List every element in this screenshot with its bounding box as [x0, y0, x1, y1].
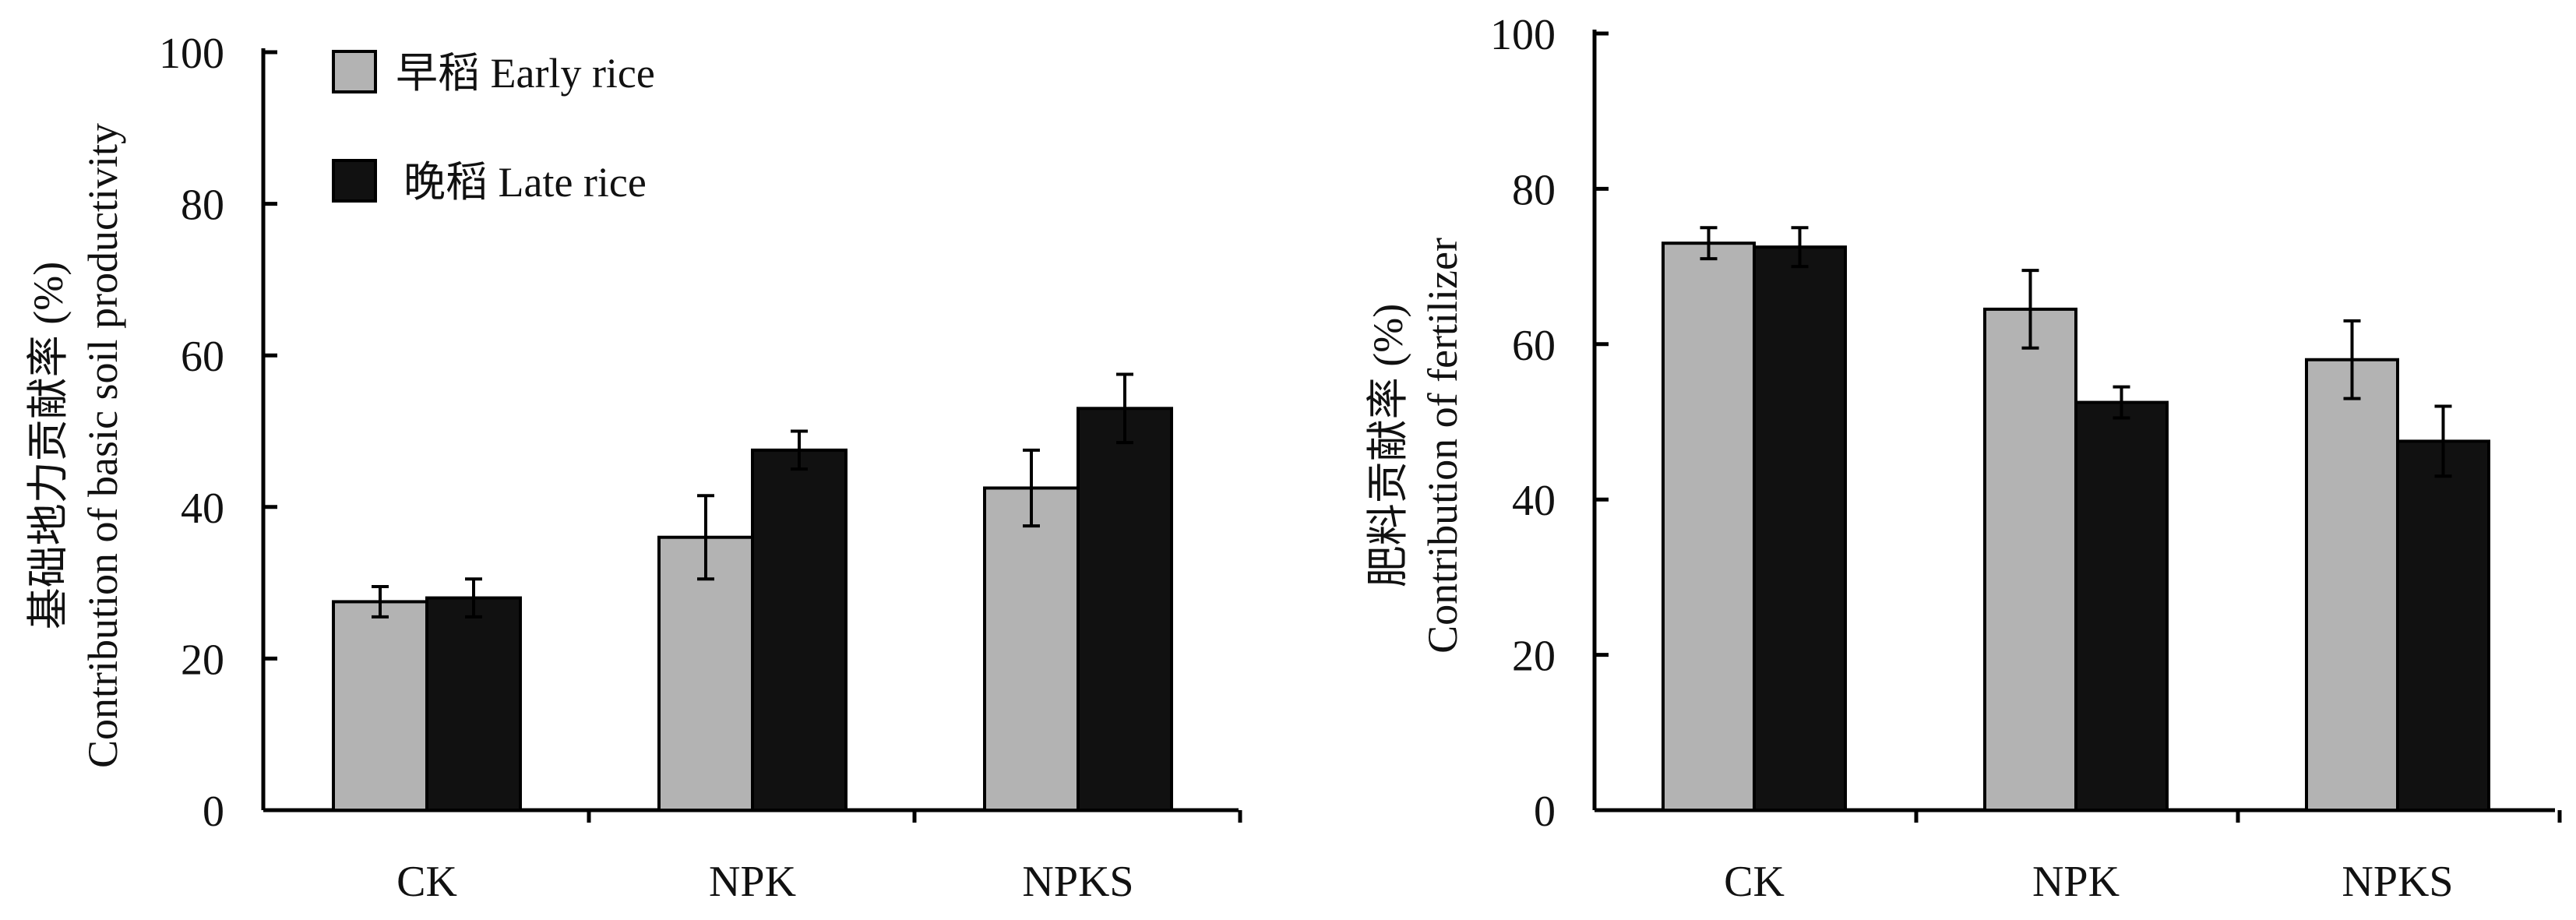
- x-tick-label: CK: [1724, 858, 1785, 906]
- bar-late-npk: [2074, 400, 2169, 812]
- y-tick-label: 60: [181, 333, 224, 381]
- chart-basic-soil-productivity: Contribution of basic soil productivity …: [25, 30, 1242, 906]
- bar-late-ck: [1753, 245, 1847, 812]
- bar-early-npks: [2305, 358, 2399, 812]
- y-tick-label: 100: [159, 30, 224, 78]
- y-tick-label: 100: [1490, 11, 1556, 59]
- ylabel-zh-right: 肥料贡献率 (%): [1365, 304, 1411, 587]
- x-tick-label: NPK: [709, 858, 796, 906]
- bar-early-ck: [1662, 241, 1756, 812]
- legend: 早稻 Early rice 晚稻 Late rice: [332, 50, 655, 206]
- legend-label-early: 早稻 Early rice: [396, 50, 655, 97]
- bar-early-npk: [1983, 307, 2077, 812]
- x-tick-label: NPKS: [1022, 858, 1133, 906]
- ylabel-en-left: Contribution of basic soil productivity: [79, 123, 126, 768]
- x-tick-label: NPKS: [2342, 858, 2453, 906]
- y-tick-label: 40: [181, 485, 224, 533]
- ylabel-en-right: Contribution of fertilizer: [1419, 238, 1466, 654]
- bar-early-ck: [332, 600, 428, 812]
- bar-late-npks: [2396, 439, 2490, 812]
- bar-late-npk: [751, 448, 848, 812]
- ylabel-zh-left: 基础地力贡献率 (%): [25, 262, 72, 629]
- y-tick-label: 80: [1512, 166, 1556, 214]
- x-tick-label: NPK: [2032, 858, 2120, 906]
- y-tick-label: 0: [1534, 788, 1556, 836]
- x-tick-label: CK: [396, 858, 457, 906]
- legend-swatch-late: [332, 159, 377, 203]
- chart-fertilizer-contribution: Contribution of fertilizer 肥料贡献率 (%) 0 20…: [1365, 11, 2562, 906]
- y-tick-label: 80: [181, 182, 224, 230]
- bar-late-ck: [425, 596, 522, 812]
- y-tick-label: 20: [181, 636, 224, 684]
- y-tick-label: 20: [1512, 633, 1556, 681]
- legend-swatch-early: [332, 50, 377, 93]
- bar-early-npks: [983, 486, 1080, 812]
- y-tick-label: 0: [203, 788, 224, 836]
- bar-late-npks: [1077, 407, 1173, 812]
- y-tick-label: 60: [1512, 322, 1556, 370]
- y-tick-label: 40: [1512, 477, 1556, 525]
- legend-label-late: 晚稻 Late rice: [403, 159, 647, 206]
